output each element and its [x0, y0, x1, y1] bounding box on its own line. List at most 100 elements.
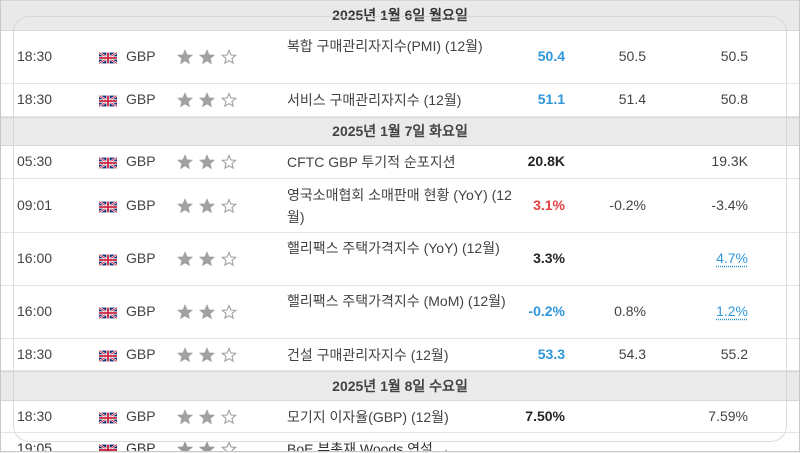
- forecast-value: -0.2%: [609, 196, 646, 213]
- uk-flag-icon: [98, 306, 118, 320]
- event-name[interactable]: 복합 구매관리자지수(PMI) (12월): [287, 35, 512, 57]
- actual-value: 20.8K: [527, 153, 565, 169]
- event-name-text[interactable]: 복합 구매관리자지수(PMI) (12월): [287, 38, 483, 54]
- star-icon: [198, 408, 216, 424]
- uk-flag-icon: [98, 443, 118, 451]
- event-name[interactable]: 핼리팩스 주택가격지수 (YoY) (12월): [287, 237, 512, 259]
- event-name[interactable]: 모기지 이자율(GBP) (12월): [287, 406, 512, 428]
- star-icon: [176, 92, 194, 108]
- event-currency: GBP: [126, 345, 156, 362]
- importance-stars: [176, 92, 241, 108]
- star-icon: [176, 197, 194, 213]
- star-icon: [220, 49, 238, 65]
- star-icon: [176, 251, 194, 267]
- event-name[interactable]: 서비스 구매관리자지수 (12월): [287, 89, 512, 111]
- star-icon: [176, 408, 194, 424]
- forecast-value: 51.4: [618, 91, 646, 107]
- star-icon: [220, 408, 238, 424]
- event-row[interactable]: 16:00 GBP 핼리팩스 주택가격지수 (YoY) (12월) 3.3% 4.7%: [1, 233, 799, 286]
- forecast-value: 0.8%: [614, 303, 646, 319]
- event-name-text[interactable]: 모기지 이자율(GBP) (12월): [287, 408, 449, 425]
- star-icon: [220, 441, 238, 451]
- event-currency: GBP: [126, 48, 156, 64]
- importance-stars: [176, 408, 241, 425]
- star-icon: [220, 197, 238, 213]
- previous-value: 55.2: [720, 345, 748, 362]
- event-row[interactable]: 18:30 GBP 복합 구매관리자지수(PMI) (12월) 50.4 50.5 50.…: [1, 31, 799, 84]
- actual-value: 50.4: [537, 48, 565, 64]
- event-time: 16:00: [17, 303, 53, 319]
- previous-value[interactable]: 4.7%: [716, 250, 748, 266]
- event-time: 19:05: [17, 440, 53, 452]
- actual-value: 3.3%: [533, 250, 565, 266]
- previous-value: -3.4%: [711, 196, 748, 213]
- event-name[interactable]: BoE 부총재 Woods 연설: [287, 438, 512, 452]
- star-icon: [198, 154, 216, 170]
- star-icon: [220, 251, 238, 267]
- event-name-text[interactable]: 핼리팩스 주택가격지수 (YoY) (12월): [287, 240, 500, 256]
- star-icon: [176, 49, 194, 65]
- star-icon: [176, 154, 194, 170]
- event-time: 18:30: [17, 48, 53, 64]
- event-row[interactable]: 19:05 GBP BoE 부총재 Woods 연설: [1, 433, 799, 452]
- actual-value: 7.50%: [525, 407, 565, 424]
- previous-value[interactable]: 1.2%: [716, 303, 748, 319]
- event-name-text[interactable]: 서비스 구매관리자지수 (12월): [287, 92, 462, 108]
- date-header: 2025년 1월 6일 월요일: [1, 0, 799, 31]
- event-row[interactable]: 18:30 GBP 건설 구매관리자지수 (12월) 53.3 54.3 55.2: [1, 339, 799, 371]
- uk-flag-icon: [98, 200, 118, 213]
- star-icon: [220, 154, 238, 170]
- date-header: 2025년 1월 8일 수요일: [1, 371, 799, 401]
- event-currency: GBP: [126, 440, 156, 452]
- event-name-text[interactable]: BoE 부총재 Woods 연설: [287, 441, 433, 452]
- event-name-text[interactable]: CFTC GBP 투기적 순포지션: [287, 154, 456, 170]
- event-name-text[interactable]: 건설 구매관리자지수 (12월): [287, 346, 449, 363]
- event-currency: GBP: [126, 91, 156, 107]
- event-currency: GBP: [126, 407, 156, 424]
- event-name[interactable]: 건설 구매관리자지수 (12월): [287, 344, 512, 366]
- star-icon: [198, 251, 216, 267]
- speaker-icon: [439, 444, 453, 451]
- date-header: 2025년 1월 7일 화요일: [1, 117, 799, 146]
- star-icon: [220, 304, 238, 320]
- actual-value: 3.1%: [533, 196, 565, 213]
- event-name[interactable]: 핼리팩스 주택가격지수 (MoM) (12월): [287, 290, 512, 312]
- star-icon: [198, 92, 216, 108]
- event-time: 18:30: [17, 407, 53, 424]
- actual-value: 51.1: [537, 91, 565, 107]
- actual-value: -0.2%: [528, 303, 565, 319]
- event-time: 05:30: [17, 153, 53, 169]
- importance-stars: [176, 441, 241, 451]
- event-row[interactable]: 05:30 GBP CFTC GBP 투기적 순포지션 20.8K 19.3K: [1, 146, 799, 179]
- event-row[interactable]: 16:00 GBP 핼리팩스 주택가격지수 (MoM) (12월) -0.2% 0.8%…: [1, 286, 799, 339]
- event-name[interactable]: CFTC GBP 투기적 순포지션: [287, 151, 512, 173]
- importance-stars: [176, 251, 241, 267]
- uk-flag-icon: [98, 349, 118, 362]
- importance-stars: [176, 197, 241, 214]
- star-icon: [220, 92, 238, 108]
- event-time: 18:30: [17, 345, 53, 362]
- previous-value: 50.5: [720, 48, 748, 64]
- uk-flag-icon: [98, 411, 118, 424]
- uk-flag-icon: [98, 51, 118, 65]
- star-icon: [176, 304, 194, 320]
- star-icon: [176, 441, 194, 451]
- importance-stars: [176, 304, 241, 320]
- uk-flag-icon: [98, 253, 118, 267]
- event-name[interactable]: 영국소매협회 소매판매 현황 (YoY) (12월): [287, 184, 512, 228]
- event-row[interactable]: 09:01 GBP 영국소매협회 소매판매 현황 (YoY) (12월) 3.1% -0…: [1, 179, 799, 233]
- event-row[interactable]: 18:30 GBP 모기지 이자율(GBP) (12월) 7.50% 7.59%: [1, 401, 799, 433]
- forecast-value: 54.3: [618, 345, 646, 362]
- star-icon: [198, 346, 216, 362]
- event-row[interactable]: 18:30 GBP 서비스 구매관리자지수 (12월) 51.1 51.4 50.8: [1, 84, 799, 117]
- star-icon: [198, 49, 216, 65]
- star-icon: [198, 197, 216, 213]
- previous-value: 7.59%: [708, 407, 748, 424]
- star-icon: [198, 304, 216, 320]
- previous-value: 19.3K: [711, 153, 748, 169]
- event-name-text[interactable]: 핼리팩스 주택가격지수 (MoM) (12월): [287, 293, 506, 309]
- event-currency: GBP: [126, 303, 156, 319]
- event-name-text[interactable]: 영국소매협회 소매판매 현황 (YoY) (12월): [287, 186, 512, 225]
